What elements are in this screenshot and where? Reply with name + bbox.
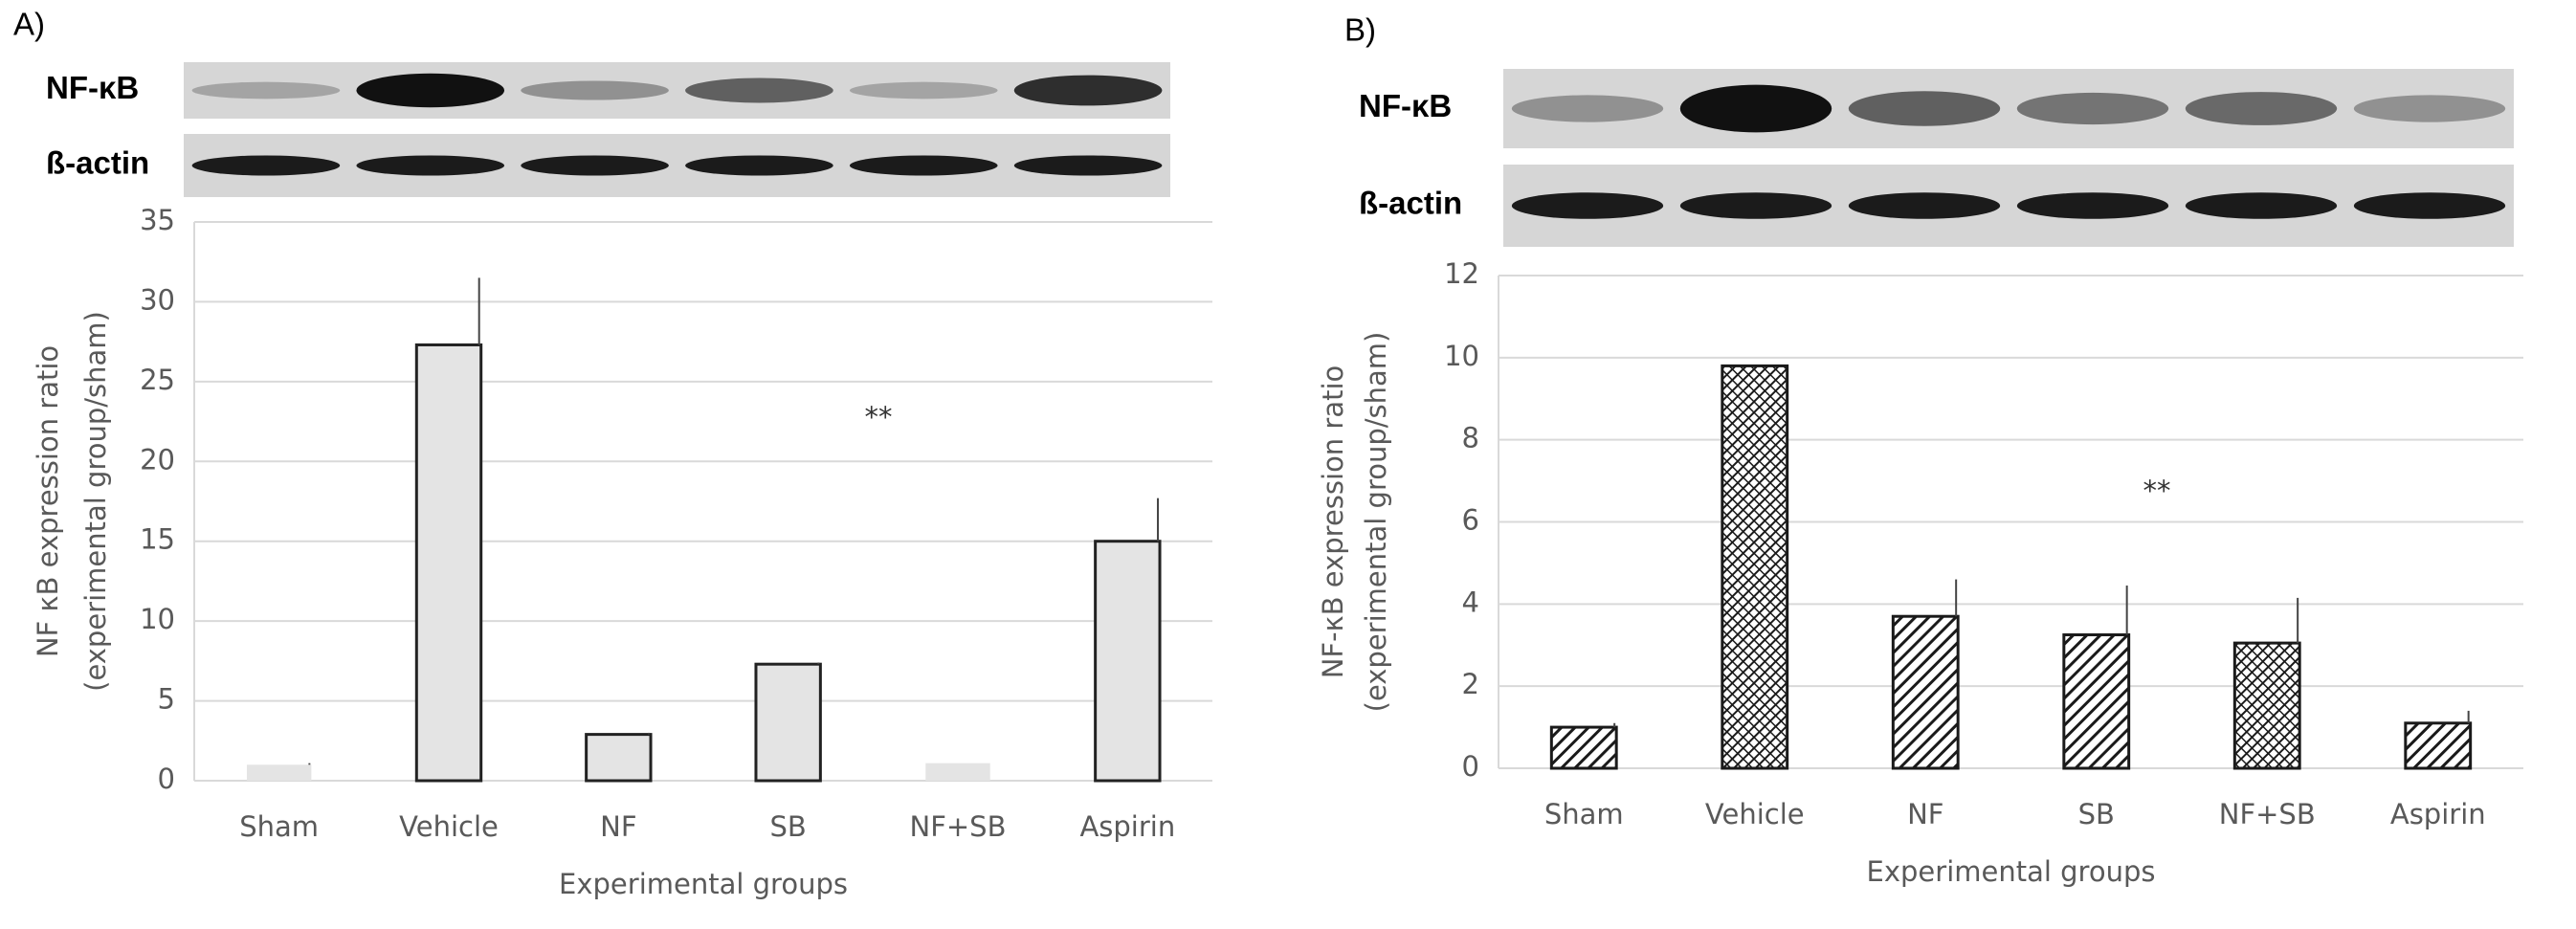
blot-label: NF-κB (1359, 88, 1452, 123)
blot-strip (184, 62, 1170, 119)
panel-label: B) (1344, 12, 1376, 48)
bar (1549, 725, 1618, 770)
y-axis-label: (experimental group/sham) (1360, 332, 1392, 713)
x-tick-label: Sham (239, 810, 319, 843)
x-tick-label: NF (1907, 798, 1943, 830)
blot-strip (184, 134, 1170, 197)
blot-band (191, 81, 341, 100)
blot-band (2016, 192, 2169, 219)
y-tick-label: 10 (140, 603, 175, 635)
blot-strip (1503, 165, 2514, 247)
bar (585, 733, 653, 783)
annotation: ** (2143, 475, 2171, 507)
blot-band (2185, 92, 2338, 125)
blot-band (521, 155, 669, 176)
blot-band (1511, 95, 1664, 122)
y-tick-label: 8 (1462, 422, 1479, 454)
blot-band (521, 80, 669, 100)
y-tick-label: 20 (140, 443, 175, 476)
y-tick-label: 5 (158, 683, 175, 716)
x-tick-label: Aspirin (2390, 798, 2486, 830)
blot-band (1013, 155, 1163, 176)
blot-band (1511, 192, 1664, 219)
y-tick-label: 25 (140, 364, 175, 396)
x-tick-label: Vehicle (399, 810, 499, 843)
y-tick-label: 4 (1462, 586, 1479, 618)
blot-label: NF-κB (46, 70, 139, 105)
y-tick-label: 0 (1462, 750, 1479, 783)
y-tick-label: 6 (1462, 504, 1479, 537)
x-tick-label: SB (770, 810, 807, 843)
blot-band (849, 155, 998, 176)
y-tick-label: 15 (140, 523, 175, 556)
blot-band (2016, 92, 2169, 125)
bar (2232, 641, 2301, 770)
bar (2404, 721, 2473, 770)
blot-strip (1503, 69, 2514, 148)
y-tick-label: 12 (1444, 257, 1479, 290)
x-tick-label: SB (2078, 798, 2115, 830)
blot-label: ß-actin (46, 145, 149, 181)
blot-band (2353, 192, 2506, 219)
x-axis-label: Experimental groups (1867, 855, 2156, 888)
y-axis-label: NF κB expression ratio (32, 345, 64, 657)
y-tick-label: 30 (140, 283, 175, 316)
x-tick-label: Sham (1544, 798, 1624, 830)
blot-band (685, 77, 833, 103)
y-tick-label: 35 (140, 204, 175, 236)
bar (1891, 614, 1960, 770)
blot-band (849, 81, 998, 100)
bar (414, 343, 483, 783)
x-tick-label: Vehicle (1705, 798, 1805, 830)
bar (754, 662, 822, 783)
x-axis-label: Experimental groups (559, 868, 848, 900)
bar (1721, 364, 1789, 770)
y-tick-label: 2 (1462, 668, 1479, 700)
blot-band (2353, 95, 2506, 122)
bar (1094, 540, 1162, 783)
x-tick-label: NF+SB (2219, 798, 2316, 830)
x-tick-label: NF+SB (910, 810, 1007, 843)
y-tick-label: 10 (1444, 340, 1479, 372)
blot-band (685, 155, 833, 176)
y-axis-label: NF-κB expression ratio (1317, 365, 1349, 679)
blot-band (1848, 91, 2001, 126)
y-tick-label: 0 (158, 763, 175, 795)
y-axis-label: (experimental group/sham) (79, 311, 112, 692)
blot-band (356, 155, 505, 176)
blot-band (356, 73, 505, 108)
x-tick-label: NF (600, 810, 636, 843)
bar (925, 763, 990, 781)
blot-band (1013, 75, 1163, 106)
blot-band (1848, 192, 2001, 219)
annotation: ** (865, 401, 893, 433)
bar (246, 764, 312, 781)
blot-band (2185, 192, 2338, 219)
bar (2062, 633, 2131, 770)
x-tick-label: Aspirin (1079, 810, 1175, 843)
panel-label: A) (13, 7, 45, 42)
blot-band (1679, 192, 1832, 219)
blot-band (1679, 84, 1832, 133)
blot-label: ß-actin (1359, 186, 1462, 221)
blot-band (191, 155, 341, 176)
